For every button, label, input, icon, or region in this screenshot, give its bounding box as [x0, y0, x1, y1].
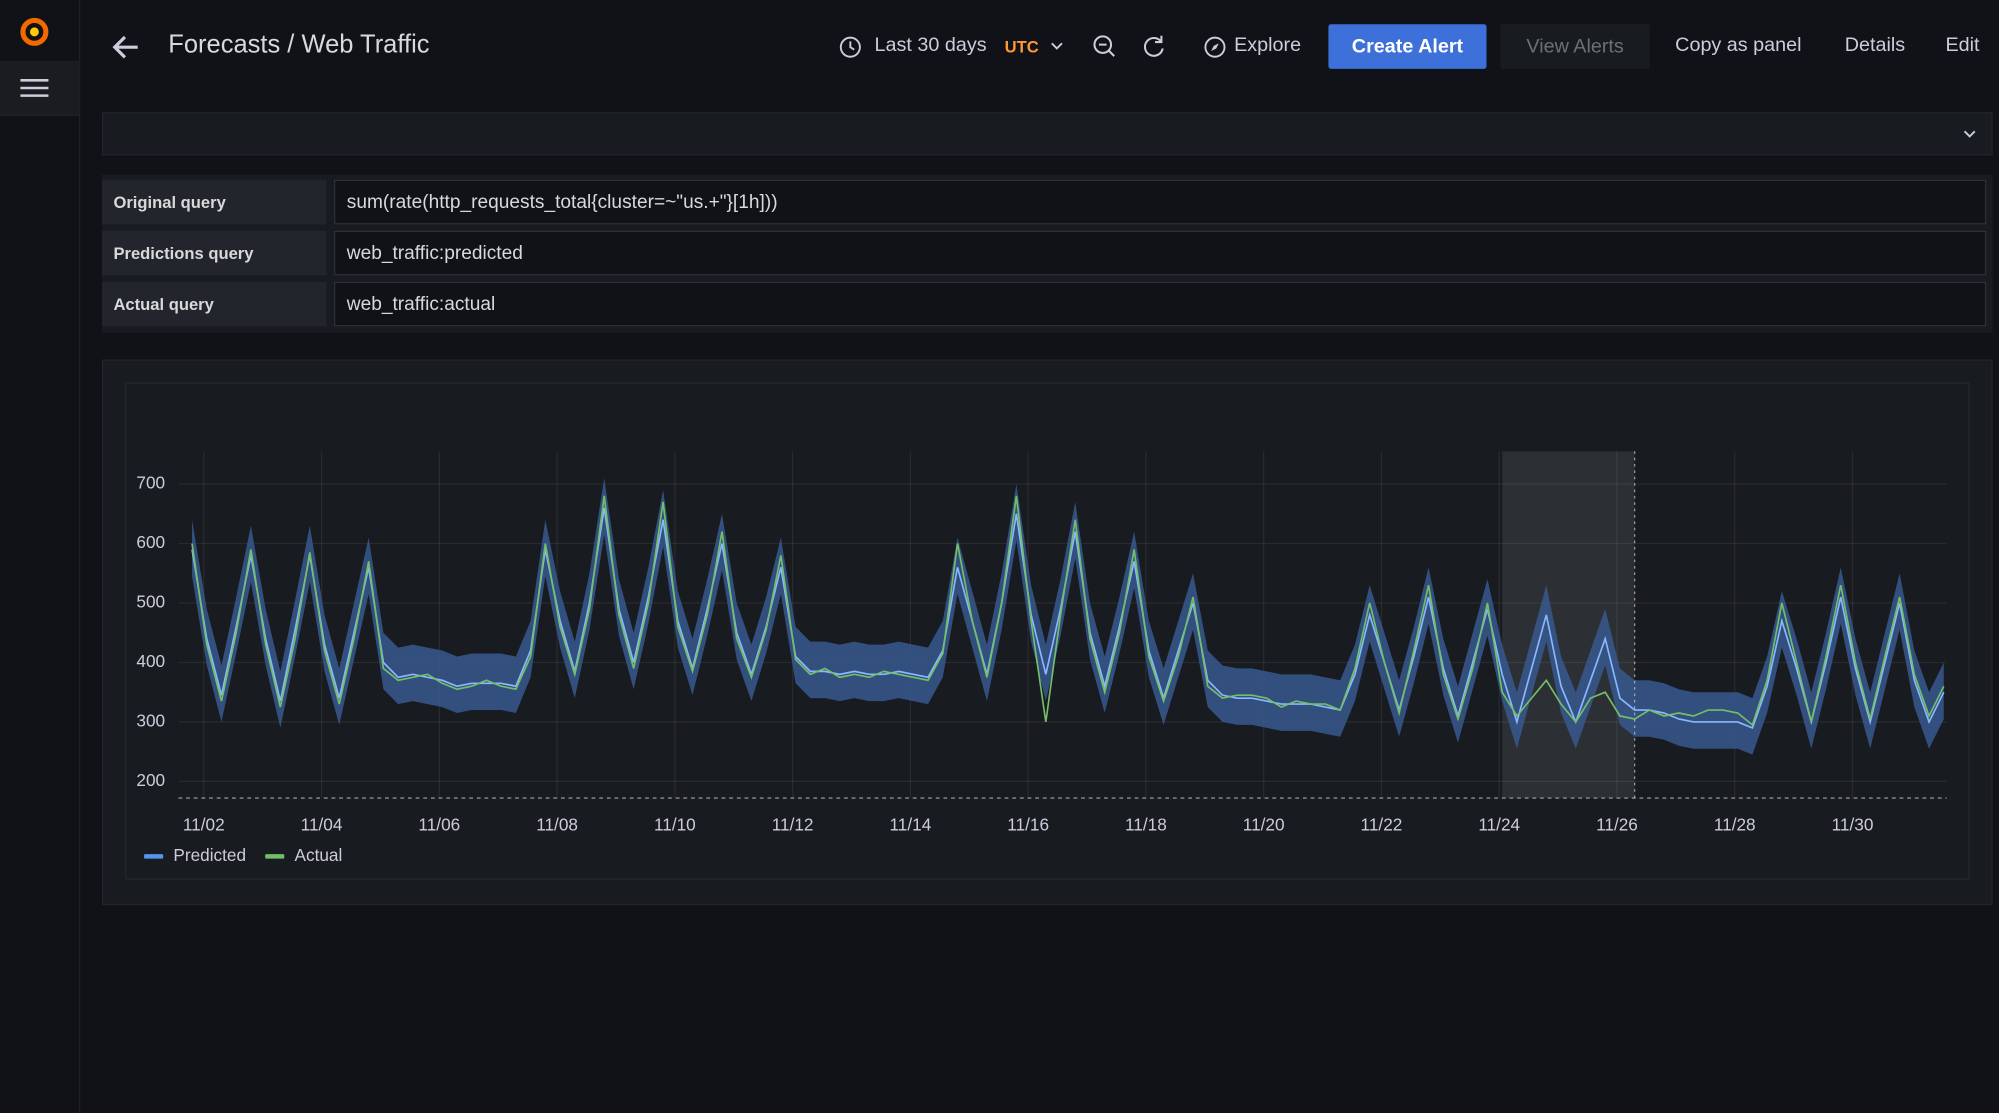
legend-swatch: [144, 854, 164, 859]
details-button[interactable]: Details: [1844, 34, 1906, 57]
y-tick-label: 700: [136, 473, 165, 493]
menu-toggle[interactable]: [0, 61, 80, 117]
x-tick-label: 11/28: [1714, 815, 1756, 835]
x-tick-label: 11/12: [772, 815, 814, 835]
zoom-out[interactable]: [1091, 33, 1116, 58]
x-tick-label: 11/24: [1478, 815, 1520, 835]
highlight-region: [1502, 451, 1635, 799]
chart: 200 300 400 500 600 700 11/02 11/04 11/06 11/08 11…: [136, 451, 1947, 865]
edit-button[interactable]: Edit: [1945, 34, 1980, 57]
logo-area: [0, 0, 80, 63]
x-tick-label: 11/26: [1596, 815, 1638, 835]
sidebar: [0, 0, 81, 1113]
y-tick-label: 600: [136, 532, 165, 552]
dashboard-title: Forecasts / Web Traffic: [168, 30, 430, 59]
query-label: Original query: [101, 179, 327, 225]
chart-frame: [124, 382, 1970, 880]
x-tick-label: 11/14: [890, 815, 932, 835]
x-tick-label: 11/30: [1832, 815, 1874, 835]
chevron-down[interactable]: [1049, 40, 1064, 53]
row-chevron: [1963, 130, 1976, 138]
timezone: UTC: [1004, 36, 1039, 57]
collapsed-row[interactable]: [101, 112, 1993, 156]
grafana-logo: [20, 17, 49, 46]
clock-icon: [839, 36, 861, 58]
explore-icon: [1204, 36, 1226, 58]
query-value[interactable]: sum(rate(http_requests_total{cluster=~"u…: [334, 179, 1987, 225]
legend-label: Actual: [294, 845, 342, 865]
legend-swatch: [265, 854, 285, 859]
view-alerts-button[interactable]: View Alerts: [1500, 24, 1650, 69]
x-tick-label: 11/10: [654, 815, 696, 835]
x-tick-label: 11/22: [1361, 815, 1403, 835]
y-tick-label: 400: [136, 651, 165, 671]
x-tick-label: 11/16: [1007, 815, 1049, 835]
chart-panel: [101, 359, 1993, 906]
create-alert-button[interactable]: Create Alert: [1328, 24, 1487, 69]
x-tick-label: 11/02: [183, 815, 225, 835]
back-button[interactable]: [110, 31, 143, 64]
menu-icon: [20, 79, 49, 97]
x-tick-label: 11/04: [301, 815, 343, 835]
refresh[interactable]: [1141, 33, 1166, 58]
copy-panel-button[interactable]: Copy as panel: [1675, 34, 1802, 57]
explore-button[interactable]: Explore: [1234, 34, 1302, 57]
time-range[interactable]: Last 30 days: [874, 34, 987, 57]
x-tick-label: 11/20: [1243, 815, 1285, 835]
query-value[interactable]: web_traffic:actual: [334, 281, 1987, 327]
y-tick-label: 300: [136, 710, 165, 730]
y-tick-label: 200: [136, 770, 165, 790]
series-line: [191, 495, 1945, 727]
query-value[interactable]: web_traffic:predicted: [334, 230, 1987, 276]
x-tick-label: 11/06: [418, 815, 460, 835]
y-tick-label: 500: [136, 592, 165, 612]
query-label: Predictions query: [101, 230, 327, 276]
x-tick-label: 11/18: [1125, 815, 1167, 835]
query-label: Actual query: [101, 281, 327, 327]
legend-label: Predicted: [173, 845, 246, 865]
x-tick-label: 11/08: [536, 815, 578, 835]
